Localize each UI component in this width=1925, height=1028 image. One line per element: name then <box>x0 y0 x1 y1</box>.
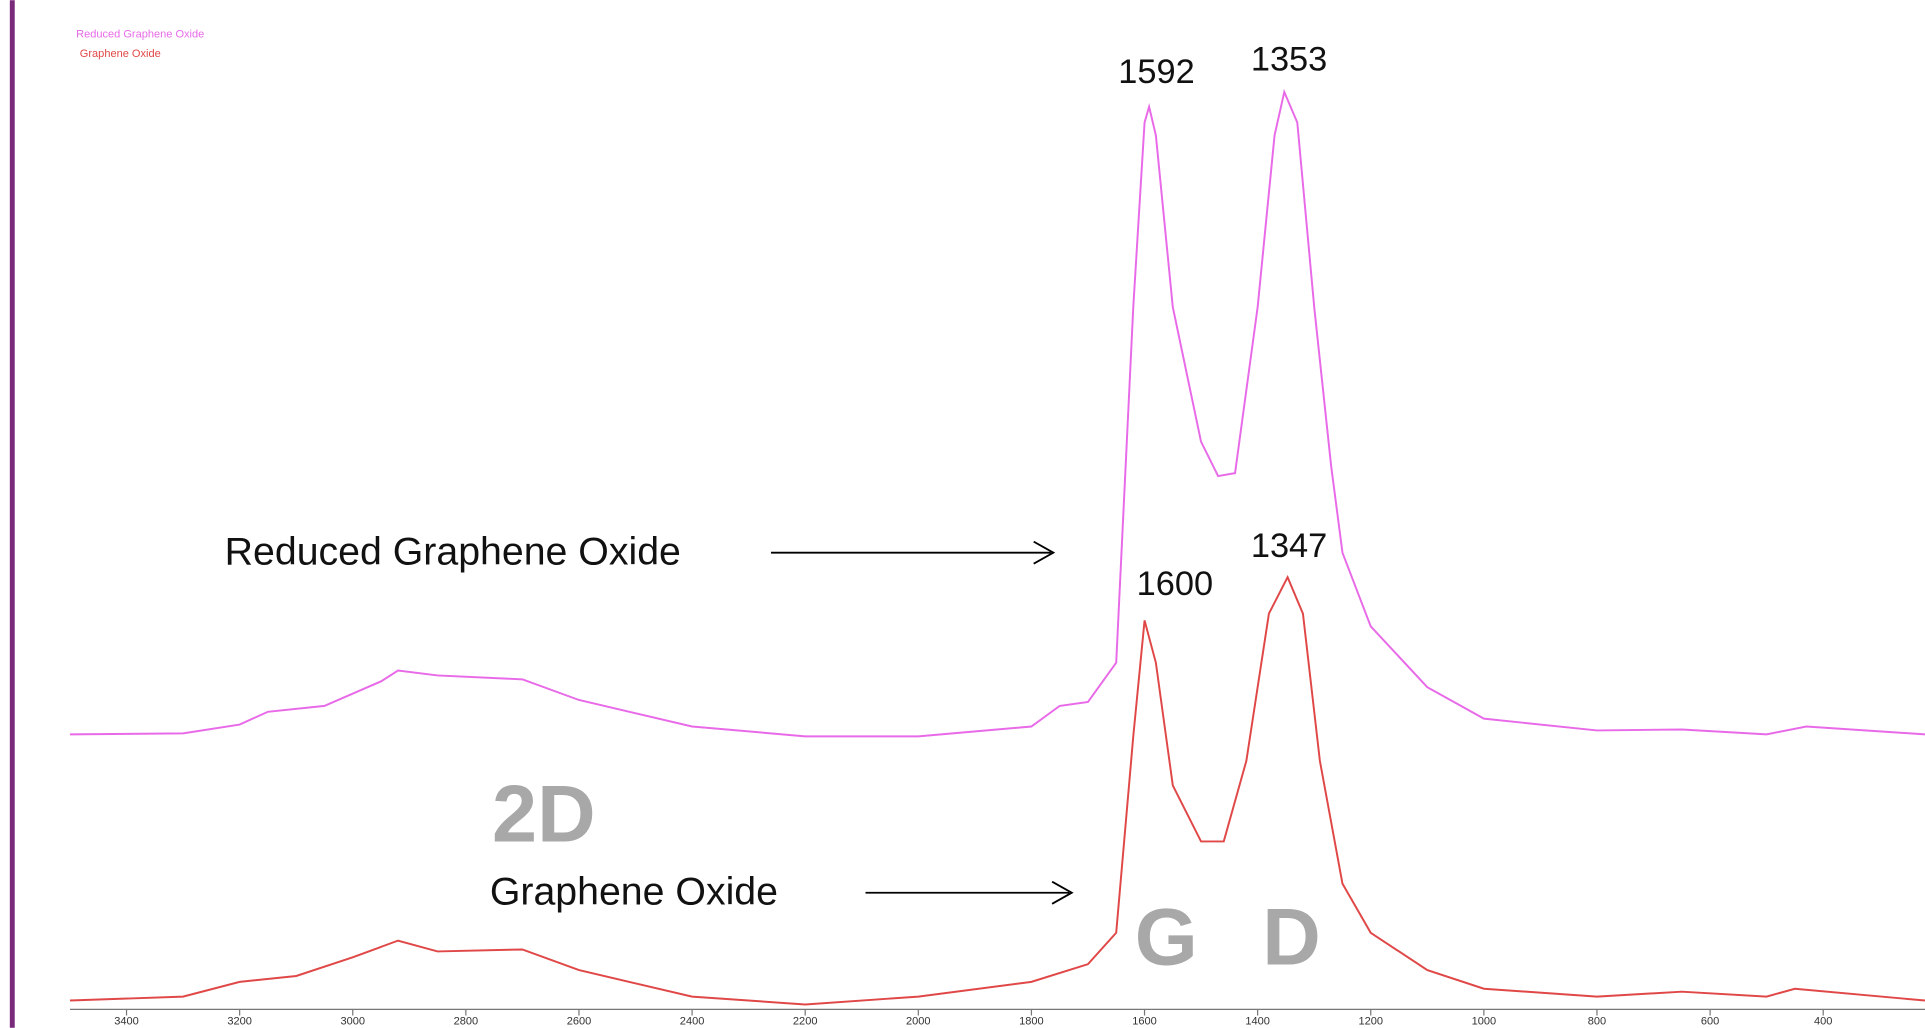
series-line <box>69 574 1925 1006</box>
peak-label: 1353 <box>1251 41 1327 79</box>
x-tick-label: 3000 <box>340 1016 365 1028</box>
arrow-head <box>1051 880 1074 905</box>
x-tick-label: 2800 <box>454 1016 479 1028</box>
band-label: G <box>1135 892 1198 982</box>
band-label: 2D <box>492 770 596 860</box>
x-tick-label: 2000 <box>906 1016 931 1028</box>
page-border <box>9 0 15 1028</box>
x-tick-label: 1000 <box>1472 1016 1497 1028</box>
peak-label: 1600 <box>1137 565 1213 603</box>
x-tick-label: 1600 <box>1132 1016 1157 1028</box>
x-tick-label: 2200 <box>793 1016 818 1028</box>
series-label: Reduced Graphene Oxide <box>225 529 681 573</box>
x-tick-label: 2600 <box>567 1016 592 1028</box>
peak-label: 1592 <box>1118 53 1194 91</box>
band-label: D <box>1262 892 1321 982</box>
x-tick-label: 800 <box>1588 1016 1606 1028</box>
peak-label: 1347 <box>1251 527 1327 565</box>
arrow-head <box>1033 540 1056 565</box>
x-tick-label: 1400 <box>1245 1016 1270 1028</box>
x-tick-label: 400 <box>1814 1016 1832 1028</box>
x-tick-label: 600 <box>1701 1016 1719 1028</box>
x-tick-label: 3400 <box>114 1016 139 1028</box>
series-label: Graphene Oxide <box>490 869 778 913</box>
x-tick-label: 1800 <box>1019 1016 1044 1028</box>
series-line <box>69 88 1925 738</box>
x-tick-label: 2400 <box>680 1016 705 1028</box>
legend-entry: Reduced Graphene Oxide <box>76 29 204 41</box>
legend-entry: Graphene Oxide <box>80 48 161 60</box>
x-tick-label: 1200 <box>1358 1016 1383 1028</box>
x-tick-label: 3200 <box>227 1016 252 1028</box>
